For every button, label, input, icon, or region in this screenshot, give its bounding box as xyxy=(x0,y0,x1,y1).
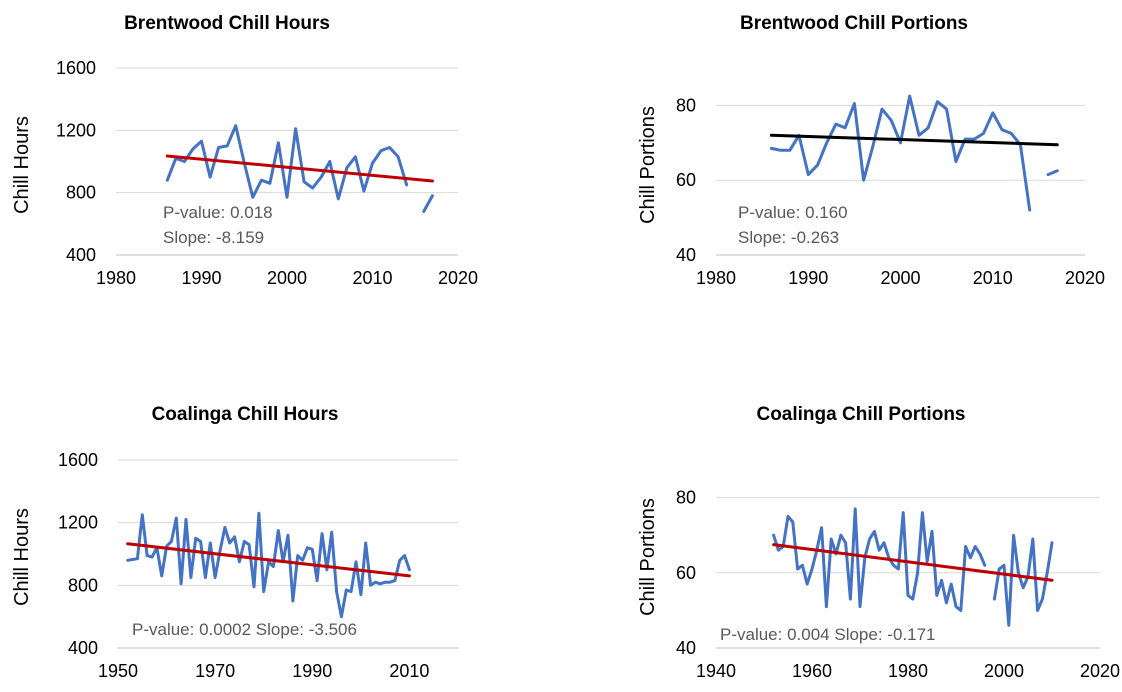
chart-brentwood-chill-portions: Brentwood Chill Portions Chill Portions … xyxy=(637,13,1105,288)
chart-coalinga-chill-portions: Coalinga Chill Portions Chill Portions 4… xyxy=(637,404,1120,681)
trend-line xyxy=(769,133,1059,147)
chart-title: Coalinga Chill Hours xyxy=(152,404,339,425)
y-tick-label: 80 xyxy=(676,95,696,115)
x-tick-label: 2020 xyxy=(1080,661,1120,681)
x-tick-label: 1980 xyxy=(696,268,736,288)
chart-title: Coalinga Chill Portions xyxy=(756,404,965,425)
chart-coalinga-chill-hours: Coalinga Chill Hours Chill Hours 400 800 1… xyxy=(11,404,458,681)
slope-annotation: Slope: -8.159 xyxy=(163,228,264,247)
x-tick-label: 2000 xyxy=(984,661,1024,681)
x-tick-label: 1990 xyxy=(788,268,828,288)
chart-title: Brentwood Chill Hours xyxy=(124,13,330,34)
x-tick-label: 2010 xyxy=(389,661,429,681)
x-tick-label: 1980 xyxy=(96,268,136,288)
series-line xyxy=(126,511,411,619)
y-tick-label: 1200 xyxy=(58,513,98,533)
y-axis-label: Chill Hours xyxy=(11,116,33,214)
chart-brentwood-chill-hours: Brentwood Chill Hours Chill Hours 400 800… xyxy=(11,13,478,288)
y-tick-label: 40 xyxy=(676,638,696,658)
x-tick-label: 1990 xyxy=(181,268,221,288)
trend-line xyxy=(772,543,1054,582)
y-tick-label: 400 xyxy=(68,638,98,658)
x-tick-label: 2020 xyxy=(438,268,478,288)
x-tick-label: 1990 xyxy=(292,661,332,681)
x-tick-label: 1980 xyxy=(888,661,928,681)
series-line xyxy=(165,124,434,213)
y-axis-label: Chill Portions xyxy=(637,498,659,616)
x-tick-label: 2020 xyxy=(1065,268,1105,288)
x-tick-label: 2000 xyxy=(880,268,920,288)
y-tick-label: 1200 xyxy=(56,120,96,140)
x-tick-label: 2010 xyxy=(352,268,392,288)
chart-title: Brentwood Chill Portions xyxy=(740,13,968,34)
y-axis-label: Chill Hours xyxy=(11,508,33,606)
y-tick-label: 800 xyxy=(66,183,96,203)
p-value-annotation: P-value: 0.160 xyxy=(738,203,848,222)
series-line xyxy=(769,94,1059,212)
annotation: P-value: 0.0002 Slope: -3.506 xyxy=(132,620,357,639)
x-tick-label: 1960 xyxy=(792,661,832,681)
p-value-annotation: P-value: 0.018 xyxy=(163,203,273,222)
y-tick-label: 800 xyxy=(68,575,98,595)
x-tick-label: 1940 xyxy=(696,661,736,681)
y-axis-label: Chill Portions xyxy=(637,106,659,224)
y-tick-label: 60 xyxy=(676,170,696,190)
series-line xyxy=(772,507,1054,627)
x-tick-label: 1970 xyxy=(195,661,235,681)
y-tick-label: 1600 xyxy=(58,450,98,470)
slope-annotation: Slope: -0.263 xyxy=(738,228,839,247)
y-tick-label: 60 xyxy=(676,563,696,583)
y-tick-label: 40 xyxy=(676,245,696,265)
y-tick-label: 1600 xyxy=(56,58,96,78)
trend-line xyxy=(165,154,434,183)
annotation: P-value: 0.004 Slope: -0.171 xyxy=(720,625,935,644)
x-tick-label: 1950 xyxy=(98,661,138,681)
trend-line xyxy=(126,542,411,578)
x-tick-label: 2000 xyxy=(267,268,307,288)
y-tick-label: 400 xyxy=(66,245,96,265)
x-tick-label: 2010 xyxy=(973,268,1013,288)
y-tick-label: 80 xyxy=(676,488,696,508)
